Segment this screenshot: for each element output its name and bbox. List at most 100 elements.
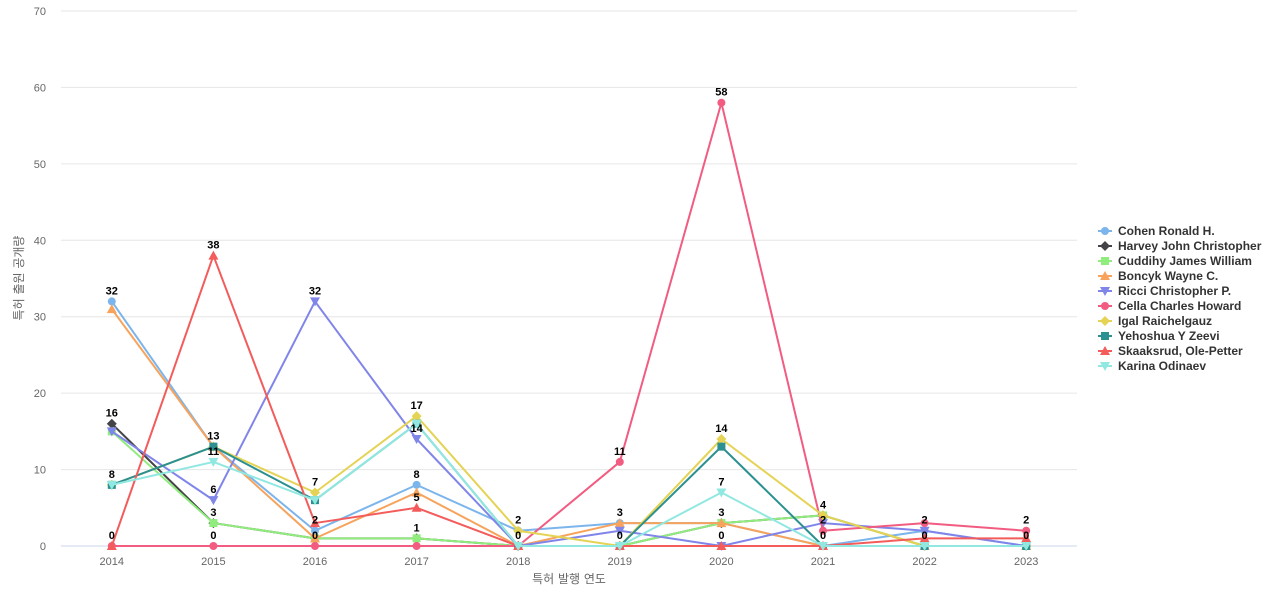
data-point [716,518,727,528]
x-tick-label: 2019 [608,556,632,568]
data-label: 5 [414,492,420,504]
series-5 [107,98,1031,550]
data-point [1022,526,1031,535]
data-label: 0 [515,530,521,542]
legend-label: Boncyk Wayne C. [1118,269,1218,283]
y-axis-ticks: 0 10 20 30 40 50 60 70 [34,6,46,553]
data-point [1021,542,1032,551]
data-point [513,525,524,536]
data-point [209,542,218,550]
legend-marker [1100,241,1110,251]
data-point [310,518,320,528]
legend-item[interactable]: Harvey John Christopher [1098,239,1262,253]
data-label: 14 [715,423,728,435]
x-axis-title: 특허 발행 연도 [532,571,606,586]
legend-item[interactable]: Igal Raichelgauz [1098,314,1212,328]
grid [61,10,1077,471]
data-label: 0 [1023,530,1029,542]
x-tick-label: 2014 [100,556,124,568]
data-label: 8 [414,469,420,481]
data-point [919,542,930,551]
x-tick-label: 2018 [506,556,530,568]
data-point [920,519,929,528]
data-point [919,526,930,536]
data-point [412,542,421,550]
legend-label: Ricci Christopher P. [1118,284,1231,298]
legend-item[interactable]: Yehoshua Y Zeevi [1098,329,1220,343]
data-label: 0 [922,530,928,542]
data-labels: 3216803813116303272017148512011305814730… [106,87,1030,542]
data-point [107,297,116,306]
y-tick-label: 0 [40,541,46,553]
series-line [111,415,1027,547]
data-point [106,541,117,550]
legend: Cohen Ronald H.Harvey John ChristopherCu… [1098,224,1262,373]
data-point [209,519,218,528]
data-label: 1 [414,522,420,534]
x-tick-label: 2020 [709,556,733,568]
legend-item[interactable]: Cella Charles Howard [1098,299,1241,313]
data-point [412,480,421,489]
data-label: 2 [820,515,826,527]
legend-item[interactable]: Cohen Ronald H. [1098,224,1215,238]
y-axis-title: 특허 출원 공개량 [12,236,26,321]
legend-marker [1100,362,1110,371]
data-label: 4 [820,499,827,511]
legend-item[interactable]: Karina Odinaev [1098,359,1206,373]
data-label: 17 [410,400,422,412]
data-point [615,457,624,466]
data-point [614,526,625,536]
legend-label: Cella Charles Howard [1118,299,1241,313]
data-label: 3 [617,507,623,519]
data-label: 14 [410,423,423,435]
data-label: 38 [207,240,219,252]
legend-label: Yehoshua Y Zeevi [1118,329,1220,343]
series [106,98,1032,551]
data-point [614,518,625,528]
data-point [311,526,319,535]
data-point [411,487,422,497]
series-4 [106,297,1032,551]
series-line [111,422,1027,547]
data-label: 32 [309,285,321,297]
data-label: 11 [614,446,626,458]
legend-item[interactable]: Cuddihy James William [1098,254,1252,268]
data-point [208,457,219,467]
legend-marker [1100,271,1110,280]
data-point [106,427,117,437]
data-point [310,533,320,543]
data-label: 32 [106,285,118,297]
y-tick-label: 60 [34,82,46,94]
data-point [106,418,117,429]
series-6 [106,411,1032,551]
series-2 [107,427,1031,550]
data-point [411,435,422,444]
legend-marker [1101,227,1109,235]
data-point [819,526,827,535]
legend-label: Harvey John Christopher [1118,239,1262,253]
y-tick-label: 40 [34,235,46,247]
data-label: 11 [208,446,220,458]
data-point [717,98,726,107]
data-point [411,419,422,429]
legend-item[interactable]: Ricci Christopher P. [1098,284,1231,298]
legend-label: Karina Odinaev [1118,359,1206,373]
data-point [716,434,727,444]
data-label: 0 [210,530,216,542]
data-point [208,250,219,260]
data-point [716,541,727,550]
data-point [106,304,117,314]
legend-item[interactable]: Skaaksrud, Ole-Petter [1098,344,1243,358]
data-label: 13 [207,431,219,443]
legend-item[interactable]: Boncyk Wayne C. [1098,269,1218,283]
data-label: 2 [1023,515,1029,527]
series-line [110,308,1027,547]
data-label: 3 [718,507,724,519]
series-7 [107,419,1031,550]
legend-marker [1100,287,1110,296]
data-label: 58 [715,87,727,99]
y-tick-label: 70 [34,6,46,18]
data-label: 7 [718,477,724,489]
x-tick-label: 2022 [912,556,936,568]
